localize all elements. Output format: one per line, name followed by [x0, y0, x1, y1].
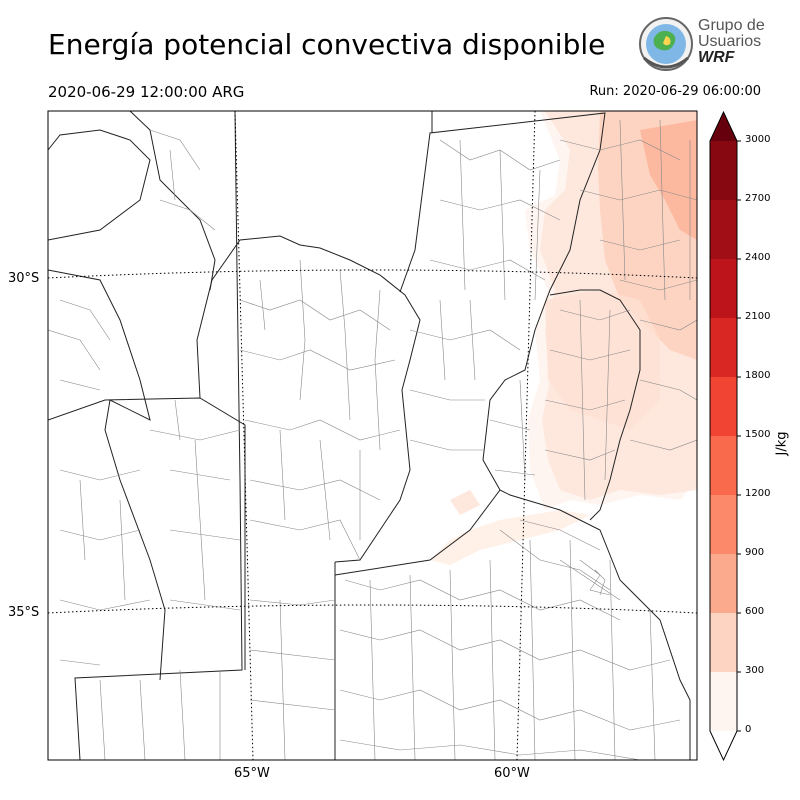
colorbar-tick-label: 0 [745, 724, 752, 735]
colorbar-tick-label: 1200 [745, 488, 771, 499]
wrf-group-logo: Grupo de Usuarios WRF [636, 14, 766, 74]
colorbar-tick-label: 1800 [745, 370, 771, 381]
lon-label-65w: 65°W [234, 766, 270, 781]
map-title: Energía potencial convectiva disponible [48, 28, 606, 61]
colorbar-bin [710, 436, 737, 495]
department-borders [48, 119, 697, 760]
colorbar-extend-top [710, 112, 737, 141]
lat-label-30s: 30°S [8, 271, 40, 286]
colorbar-bin [710, 377, 737, 436]
colorbar-bin [710, 613, 737, 672]
colorbar-bin [710, 318, 737, 377]
colorbar-bin [710, 495, 737, 554]
colorbar-tick-label: 900 [745, 547, 765, 558]
graticule [48, 111, 697, 760]
colorbar-unit: J/kg [774, 431, 790, 456]
colorbar-tick-label: 3000 [745, 134, 771, 145]
colorbar [709, 110, 741, 762]
colorbar-tick-label: 2400 [745, 252, 771, 263]
colorbar-bin [710, 259, 737, 318]
colorbar-tick-label: 300 [745, 665, 765, 676]
lon-label-60w: 60°W [494, 766, 530, 781]
valid-time: 2020-06-29 12:00:00 ARG [48, 83, 245, 101]
province-borders [48, 111, 691, 760]
colorbar-tick-label: 2700 [745, 193, 771, 204]
run-time: Run: 2020-06-29 06:00:00 [589, 84, 761, 99]
logo-line-2: Usuarios [698, 33, 762, 50]
map-canvas [48, 111, 697, 760]
logo-line-1: Grupo de [698, 17, 765, 34]
colorbar-bin [710, 200, 737, 259]
colorbar-tick-label: 1500 [745, 429, 771, 440]
colorbar-tick-label: 600 [745, 606, 765, 617]
map-frame [47, 110, 698, 761]
globe-icon [639, 17, 693, 71]
colorbar-extend-bottom [710, 731, 737, 760]
cape-field [430, 111, 697, 565]
colorbar-tick-label: 2100 [745, 311, 771, 322]
lat-label-35s: 35°S [8, 605, 40, 620]
colorbar-bin [710, 141, 737, 200]
colorbar-bin [710, 672, 737, 731]
colorbar-bin [710, 554, 737, 613]
logo-line-3: WRF [698, 49, 735, 66]
